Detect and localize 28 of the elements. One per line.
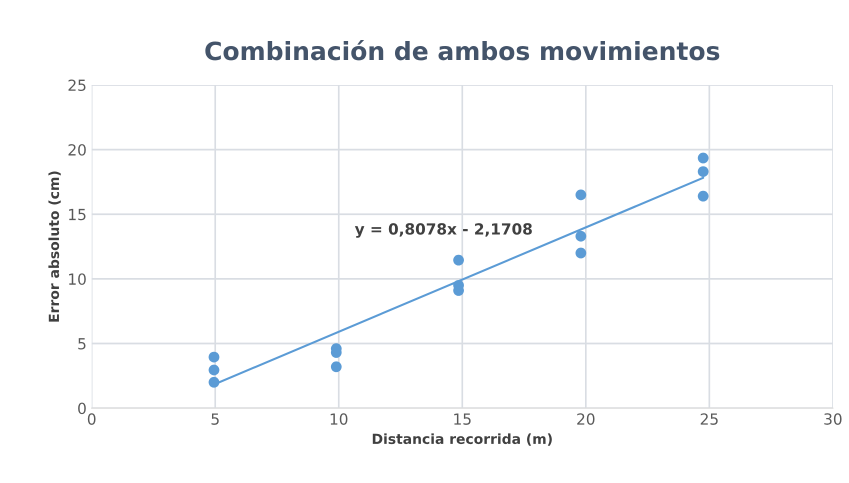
- point: [575, 248, 586, 258]
- y-tick-label: 15: [69, 208, 86, 220]
- annotation: y = 0,8078x - 2,1708: [354, 223, 532, 238]
- x-tick-label: 30: [824, 413, 842, 425]
- y-tick-label: 0: [78, 402, 86, 414]
- x-tick-label: 0: [88, 413, 96, 425]
- chart-title: Combinación de ambos movimientos: [205, 40, 720, 60]
- x-tick-label: 5: [212, 413, 219, 425]
- y-tick-label: 20: [68, 144, 86, 156]
- point: [453, 254, 464, 266]
- y-axis-title: Error absoluto (cm): [48, 171, 61, 322]
- x-tick-label: 10: [330, 413, 348, 425]
- point: [208, 376, 220, 388]
- x-tick-label: 15: [454, 413, 471, 425]
- point: [208, 364, 220, 376]
- point: [330, 361, 342, 372]
- y-tick-label: 25: [68, 79, 86, 92]
- x-tick-label: 25: [700, 413, 718, 425]
- point: [698, 190, 709, 202]
- point: [575, 189, 586, 200]
- point: [698, 166, 709, 177]
- y-tick-label: 5: [78, 338, 86, 350]
- point: [698, 152, 709, 164]
- y-tick-label: 10: [69, 273, 86, 285]
- point: [208, 352, 220, 362]
- point: [575, 230, 586, 242]
- x-axis-title: Distancia recorrida (m): [372, 433, 552, 446]
- x-tick-label: 20: [577, 413, 595, 425]
